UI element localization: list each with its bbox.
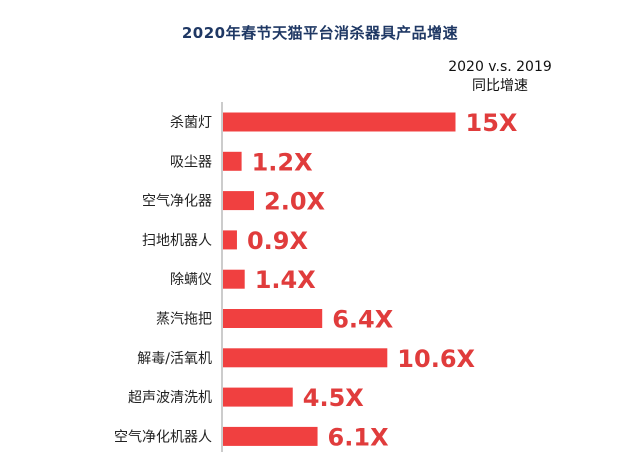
data-label: 1.4X (255, 266, 317, 294)
data-label: 6.4X (332, 306, 394, 334)
bar (223, 387, 293, 407)
bar (223, 230, 237, 250)
data-label: 4.5X (303, 384, 365, 412)
bar (223, 426, 318, 446)
bar (223, 151, 242, 171)
legend-line-2: 同比增速 (472, 78, 528, 94)
category-label: 扫地机器人 (142, 233, 212, 249)
data-label: 2.0X (264, 188, 326, 216)
data-label: 0.9X (247, 227, 309, 255)
data-label: 10.6X (397, 345, 475, 373)
bar (223, 348, 388, 368)
category-label: 蒸汽拖把 (156, 312, 212, 328)
legend: 2020 v.s. 2019 同比增速 (400, 58, 600, 96)
category-label: 空气净化机器人 (114, 429, 212, 445)
data-label: 1.2X (252, 148, 314, 176)
data-label: 6.1X (328, 423, 390, 451)
chart-title: 2020年春节天猫平台消杀器具产品增速 (181, 24, 459, 42)
legend-line-1: 2020 v.s. 2019 (448, 59, 552, 75)
bar (223, 309, 323, 328)
bar (223, 112, 456, 132)
data-label: 15X (466, 109, 518, 137)
category-label: 解毒/活氧机 (137, 351, 212, 367)
category-label: 空气净化器 (142, 194, 212, 210)
category-label: 超声波清洗机 (128, 390, 212, 406)
bar (223, 269, 245, 289)
bar (223, 191, 254, 211)
category-label: 吸尘器 (170, 154, 212, 170)
category-label: 杀菌灯 (170, 115, 212, 131)
category-label: 除螨仪 (170, 272, 212, 288)
